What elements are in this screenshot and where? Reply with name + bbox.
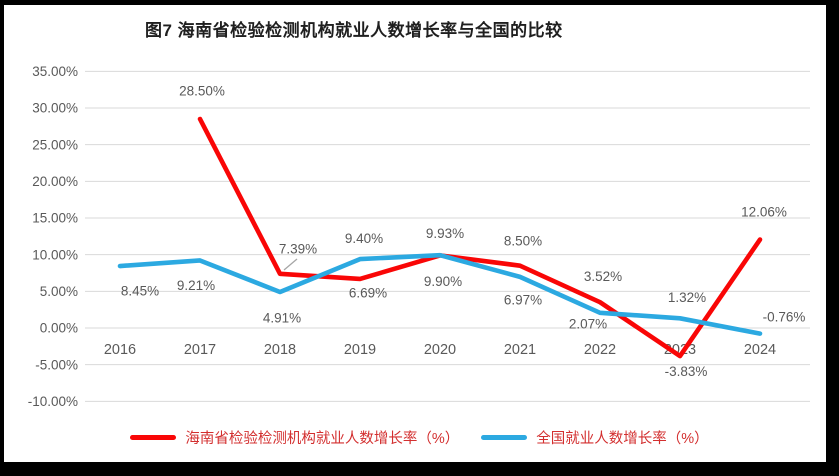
data-label-hainan: 12.06% — [741, 204, 787, 219]
y-tick-label: 25.00% — [32, 137, 78, 152]
data-label-hainan: 6.69% — [349, 286, 387, 301]
series-line-hainan — [197, 116, 763, 359]
x-tick-label: 2018 — [264, 342, 296, 358]
y-tick-label: 15.00% — [32, 211, 78, 226]
x-tick-label: 2024 — [744, 342, 776, 358]
data-label-hainan: 8.50% — [504, 233, 542, 248]
label-leader-line — [283, 258, 298, 271]
chart-legend: 海南省检验检测机构就业人数增长率（%） 全国就业人数增长率（%） — [0, 427, 839, 448]
data-label-national: 4.91% — [263, 311, 301, 326]
data-label-hainan: 28.50% — [179, 84, 225, 99]
legend-label-national: 全国就业人数增长率（%） — [536, 431, 709, 447]
x-tick-label: 2022 — [584, 342, 616, 358]
data-label-national: 1.32% — [668, 290, 706, 305]
data-label-national: 9.21% — [177, 278, 215, 293]
data-label-national: 6.97% — [504, 293, 542, 308]
legend-swatch-national — [481, 435, 528, 440]
legend-item-hainan[interactable]: 海南省检验检测机构就业人数增长率（%） — [130, 427, 459, 448]
legend-label-hainan: 海南省检验检测机构就业人数增长率（%） — [185, 431, 460, 447]
data-label-national: 8.45% — [121, 284, 159, 299]
data-label-national: 9.40% — [345, 231, 383, 246]
x-tick-label: 2017 — [184, 342, 216, 358]
y-tick-label: 0.00% — [40, 321, 78, 336]
y-tick-label: 5.00% — [40, 284, 78, 299]
legend-swatch-hainan — [130, 435, 177, 440]
data-label-hainan: 7.39% — [279, 242, 317, 257]
x-tick-label: 2021 — [504, 342, 536, 358]
x-tick-label: 2020 — [424, 342, 456, 358]
y-tick-label: 10.00% — [32, 247, 78, 262]
data-label-hainan: 3.52% — [584, 269, 622, 284]
data-label-hainan: 9.90% — [424, 274, 462, 289]
data-label-national: -0.76% — [763, 309, 806, 324]
y-tick-label: 20.00% — [32, 174, 78, 189]
y-tick-label: -10.00% — [28, 394, 78, 409]
chart-title: 图7 海南省检验检测机构就业人数增长率与全国的比较 — [145, 21, 563, 40]
legend-item-national[interactable]: 全国就业人数增长率（%） — [481, 427, 709, 448]
y-tick-label: -5.00% — [35, 357, 78, 372]
data-label-national: 9.93% — [426, 226, 464, 241]
y-tick-label: 30.00% — [32, 101, 78, 116]
y-tick-label: 35.00% — [32, 64, 78, 79]
x-tick-label: 2016 — [104, 342, 136, 358]
series-line-national — [117, 252, 763, 336]
x-tick-label: 2019 — [344, 342, 376, 358]
data-label-hainan: -3.83% — [665, 364, 708, 379]
chart-canvas[interactable]: 图7 海南省检验检测机构就业人数增长率与全国的比较 — [4, 5, 826, 462]
data-label-national: 2.07% — [569, 317, 607, 332]
